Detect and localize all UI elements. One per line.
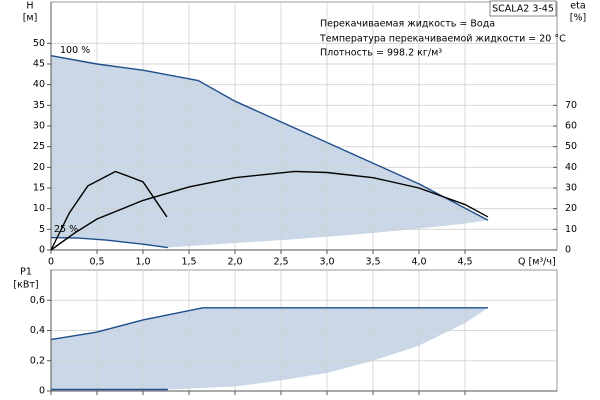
- y-tick-label: 40: [33, 79, 45, 90]
- x-tick-label: 0: [48, 257, 54, 268]
- x-tick-label: 4,0: [411, 257, 426, 268]
- y-tick-label: 0,6: [30, 295, 45, 306]
- y-tick-label: 0,2: [30, 355, 45, 366]
- operating-area: [51, 55, 488, 248]
- curve-label: 100 %: [60, 45, 90, 56]
- y2-tick-label: 30: [565, 183, 577, 194]
- performance-curve: [50, 236, 168, 249]
- operating-area: [51, 307, 488, 390]
- x-tick-label: 1,0: [135, 257, 150, 268]
- y-tick-label: 30: [33, 121, 45, 132]
- y-tick-label: 20: [33, 162, 45, 173]
- y2-tick-label: 10: [565, 224, 577, 235]
- performance-curve: [50, 55, 489, 221]
- y-tick-label: 0,4: [30, 325, 45, 336]
- y-tick-label: 0: [39, 245, 45, 256]
- x-tick-label: 1,5: [181, 257, 196, 268]
- title-box: [489, 0, 557, 17]
- annotation: Перекачиваемая жидкость = Вода: [320, 19, 495, 30]
- y2-tick-label: 70: [565, 100, 577, 111]
- y2-axis-label: eta: [570, 1, 585, 12]
- x-tick-label: 3,0: [319, 257, 334, 268]
- curve-label: 25 %: [54, 224, 78, 235]
- y2-axis-unit: [%]: [570, 13, 586, 24]
- y-tick-label: 25: [33, 141, 45, 152]
- y2-tick-label: 40: [565, 162, 577, 173]
- y2-tick-label: 50: [565, 141, 577, 152]
- y-tick-label: 45: [33, 59, 45, 70]
- efficiency-curve: [50, 170, 489, 251]
- y-tick-label: 0: [39, 386, 45, 397]
- performance-curve: [50, 307, 488, 341]
- y-axis-unit: [кВт]: [13, 280, 38, 291]
- y-tick-label: 50: [33, 38, 45, 49]
- y2-tick-label: 0: [565, 245, 571, 256]
- x-tick-label: 4,5: [457, 257, 472, 268]
- y-tick-label: 10: [33, 203, 45, 214]
- y-tick-label: 5: [39, 224, 45, 235]
- x-tick-label: 2,0: [227, 257, 242, 268]
- y-tick-label: 35: [33, 100, 45, 111]
- y-axis-unit: [м]: [23, 13, 38, 24]
- efficiency-curve: [50, 170, 168, 251]
- y-axis-label: P1: [20, 267, 32, 278]
- y-tick-label: 15: [33, 183, 45, 194]
- y2-tick-label: 20: [565, 203, 577, 214]
- x-tick-label: 0,5: [89, 257, 104, 268]
- x-tick-label: 2,5: [273, 257, 288, 268]
- annotation: Плотность = 998.2 кг/м³: [320, 48, 442, 59]
- chart-title: SCALA2 3-45: [492, 4, 554, 15]
- y2-tick-label: 60: [565, 121, 577, 132]
- annotation: Температура перекачиваемой жидкости = 20…: [319, 34, 566, 45]
- y-axis-label: H: [26, 1, 33, 12]
- x-axis-label: Q [м³/ч]: [518, 257, 556, 268]
- x-tick-label: 3,5: [365, 257, 380, 268]
